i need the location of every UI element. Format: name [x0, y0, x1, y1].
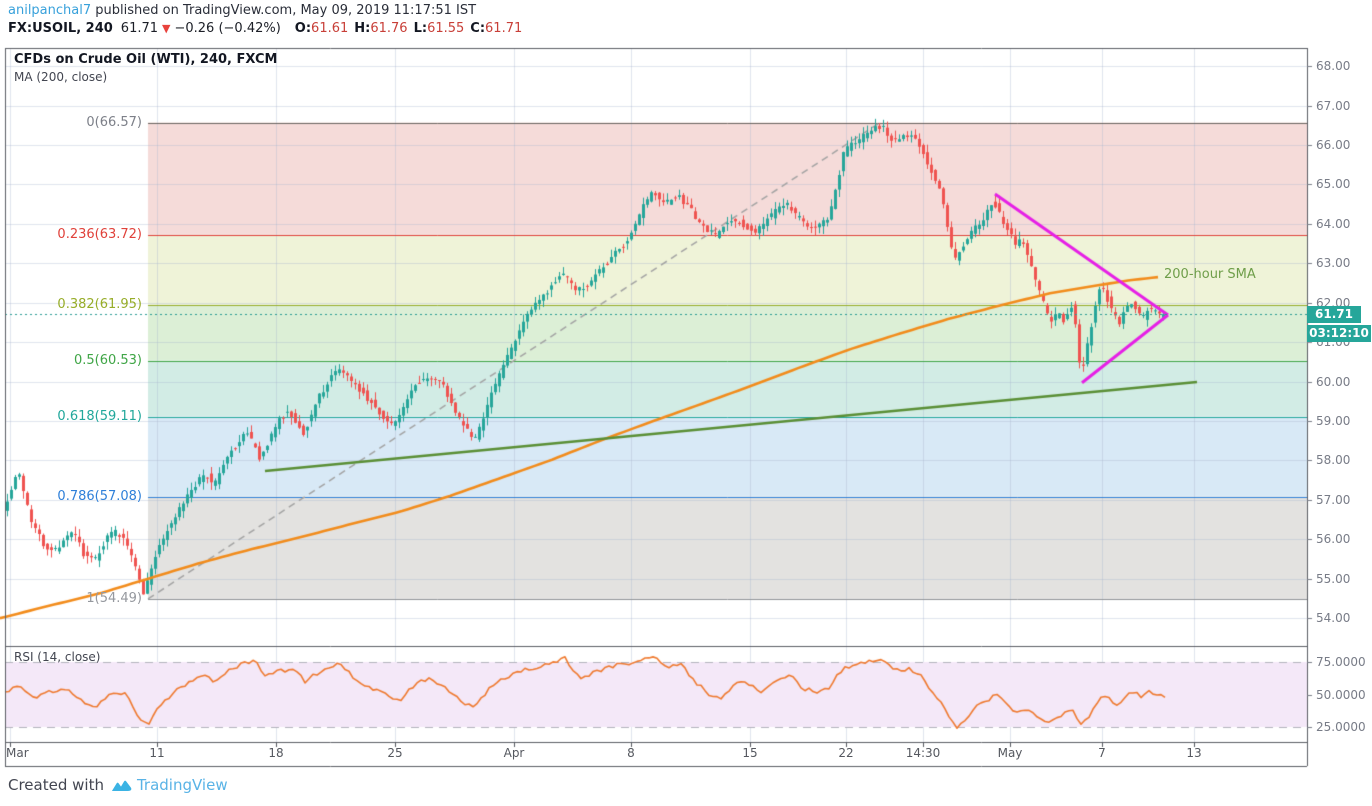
time-tick-label: 25	[387, 746, 403, 760]
last-price: 61.71	[120, 21, 159, 36]
fib-level-label: 0.5(60.53)	[73, 352, 142, 368]
ohlc-values: O:61.61 H:61.76 L:61.55 C:61.71	[289, 21, 522, 36]
chart-title: CFDs on Crude Oil (WTI), 240, FXCM	[14, 52, 278, 67]
time-tick-label: 11	[149, 746, 165, 760]
time-tick-label: 7	[1098, 746, 1106, 760]
fib-level-label: 0(66.57)	[86, 114, 142, 130]
price-tick-label: 59.00	[1316, 414, 1351, 429]
price-tick-label: 57.00	[1316, 492, 1351, 507]
ohlc-label: L:	[413, 21, 428, 36]
header: anilpanchal7 published on TradingView.co…	[8, 3, 522, 38]
time-tick-label: 8	[627, 746, 635, 760]
change-text: −0.26 (−0.42%)	[174, 21, 281, 36]
time-tick-label: 15	[742, 746, 758, 760]
created-with-text: Created with	[8, 776, 104, 794]
symbol-interval: FX:USOIL, 240	[8, 21, 113, 36]
time-tick-label: May	[997, 746, 1023, 760]
fib-level-label: 0.382(61.95)	[57, 296, 142, 312]
rsi-tick-label: 50.0000	[1316, 687, 1366, 702]
time-tick-label: Apr	[503, 746, 525, 760]
price-tick-label: 55.00	[1316, 571, 1351, 586]
rsi-legend-label: RSI (14, close)	[14, 650, 101, 664]
down-arrow-icon: ▼	[162, 22, 171, 35]
price-tick-label: 56.00	[1316, 532, 1351, 547]
published-text: published on TradingView.com, May 09, 20…	[95, 3, 477, 18]
ohlc-value: 61.55	[427, 21, 465, 36]
rsi-tick-label: 25.0000	[1316, 720, 1366, 734]
username-link[interactable]: anilpanchal7	[8, 3, 92, 18]
time-tick-label: 18	[268, 746, 284, 760]
fib-level-label: 0.236(63.72)	[57, 226, 142, 242]
fib-level-label: 1(54.49)	[86, 590, 142, 606]
time-tick-label: Mar	[6, 746, 29, 760]
ma-legend-label: MA (200, close)	[14, 70, 108, 84]
ticker-line: FX:USOIL, 240 61.71 ▼ −0.26 (−0.42%) O:61.61…	[8, 21, 522, 38]
price-tick-label: 54.00	[1316, 611, 1351, 626]
sma-annotation: 200-hour SMA	[1164, 267, 1256, 282]
publish-line: anilpanchal7 published on TradingView.co…	[8, 3, 522, 20]
ohlc-label: C:	[470, 21, 486, 36]
rsi-tick-label: 75.0000	[1316, 655, 1366, 669]
price-tick-label: 63.00	[1316, 256, 1351, 271]
time-tick-label: 13	[1186, 746, 1202, 760]
footer: Created with TradingView	[8, 776, 228, 794]
time-tick-label: 14:30	[905, 746, 941, 760]
ohlc-value: 61.71	[485, 21, 523, 36]
price-tick-label: 64.00	[1316, 216, 1351, 231]
countdown-badge: 03:12:10	[1307, 325, 1371, 342]
price-tick-label: 68.00	[1316, 59, 1351, 74]
price-tick-label: 60.00	[1316, 374, 1351, 389]
chart-legend: CFDs on Crude Oil (WTI), 240, FXCM MA (2…	[14, 52, 277, 84]
ohlc-label: O:	[294, 21, 312, 36]
tradingview-logo-icon[interactable]	[111, 778, 133, 793]
price-tick-label: 66.00	[1316, 138, 1351, 152]
price-tick-label: 65.00	[1316, 177, 1351, 192]
last-price-badge: 61.71	[1307, 306, 1361, 323]
fib-level-label: 0.618(59.11)	[57, 408, 142, 424]
price-tick-label: 58.00	[1316, 453, 1351, 468]
time-tick-label: 22	[838, 746, 854, 760]
tradingview-link[interactable]: TradingView	[136, 776, 228, 794]
ohlc-value: 61.61	[311, 21, 349, 36]
ohlc-value: 61.76	[370, 21, 408, 36]
fib-level-label: 0.786(57.08)	[57, 488, 142, 504]
price-tick-label: 67.00	[1316, 98, 1351, 113]
ohlc-label: H:	[354, 21, 371, 36]
